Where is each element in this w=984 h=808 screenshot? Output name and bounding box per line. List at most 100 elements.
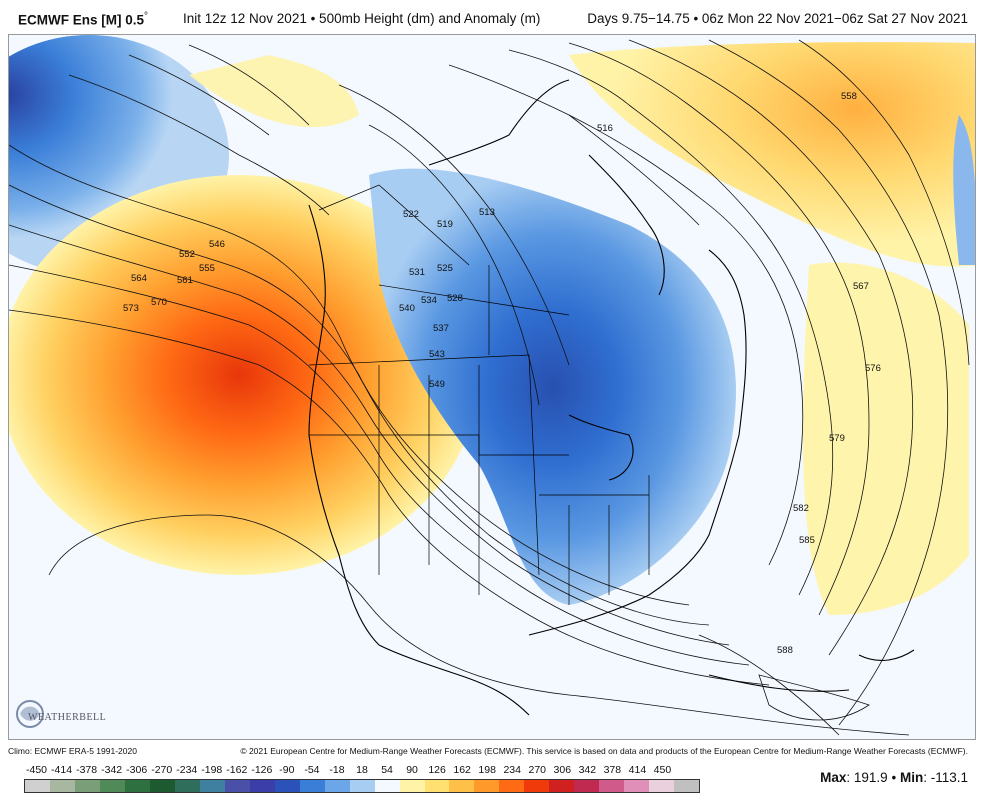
colorbar-cell bbox=[374, 780, 400, 792]
contour-label: 579 bbox=[829, 433, 845, 444]
model-title: ECMWF Ens [M] 0.5° bbox=[18, 11, 149, 28]
colorbar-cell bbox=[274, 780, 300, 792]
contour-label: 588 bbox=[777, 645, 793, 656]
colorbar-tick-label: -270 bbox=[151, 764, 173, 776]
colorbar-cell bbox=[649, 780, 675, 792]
colorbar-tick-label: 450 bbox=[653, 764, 672, 776]
anomaly-map: 546 552 555 561 564 570 573 522 519 513 … bbox=[8, 34, 976, 740]
positive-anomaly-northeast bbox=[569, 42, 975, 267]
colorbar-cell bbox=[674, 780, 700, 792]
colorbar-tick-label: 18 bbox=[356, 764, 368, 776]
contour-label: 564 bbox=[131, 273, 147, 284]
colorbar-tick-label: 90 bbox=[406, 764, 418, 776]
contour-label: 540 bbox=[399, 303, 415, 314]
colorbar-cell bbox=[449, 780, 475, 792]
contour-label: 528 bbox=[447, 293, 463, 304]
colorbar-tick-label: -306 bbox=[126, 764, 148, 776]
colorbar-cell bbox=[524, 780, 550, 792]
colorbar-cell bbox=[574, 780, 600, 792]
colorbar-cell bbox=[49, 780, 75, 792]
colorbar-cell bbox=[324, 780, 350, 792]
colorbar-tick-label: 54 bbox=[381, 764, 393, 776]
colorbar-tick-label: -90 bbox=[279, 764, 295, 776]
map-canvas: 546 552 555 561 564 570 573 522 519 513 … bbox=[9, 35, 975, 739]
negative-anomaly-central bbox=[369, 168, 736, 605]
colorbar-tick-label: 414 bbox=[628, 764, 647, 776]
colorbar-cell bbox=[474, 780, 500, 792]
contour-label: 516 bbox=[597, 123, 613, 134]
contour-label: 534 bbox=[421, 295, 437, 306]
colorbar-tick-label: -234 bbox=[176, 764, 198, 776]
colorbar-cell bbox=[299, 780, 325, 792]
colorbar-tick-label: 126 bbox=[428, 764, 446, 776]
contour-label: 537 bbox=[433, 323, 449, 334]
colorbar-cell bbox=[599, 780, 625, 792]
contour-label: 561 bbox=[177, 275, 193, 286]
contour-label: 573 bbox=[123, 303, 139, 314]
contour-label: 585 bbox=[799, 535, 815, 546]
colorbar-cell bbox=[424, 780, 450, 792]
colorbar-tick-label: -18 bbox=[329, 764, 345, 776]
colorbar-cell bbox=[74, 780, 100, 792]
contour-label: 555 bbox=[199, 263, 215, 274]
init-title: Init 12z 12 Nov 2021 • 500mb Height (dm)… bbox=[183, 11, 541, 26]
contour-label: 513 bbox=[479, 207, 495, 218]
contour-labels: 546 552 555 561 564 570 573 522 519 513 … bbox=[123, 91, 881, 656]
title-bar: ECMWF Ens [M] 0.5° Init 12z 12 Nov 2021 … bbox=[0, 0, 984, 34]
colorbar-cell bbox=[249, 780, 275, 792]
colorbar-tick-label: -342 bbox=[101, 764, 123, 776]
positive-anomaly-west-coast bbox=[9, 175, 479, 575]
copyright-note: © 2021 European Centre for Medium-Range … bbox=[240, 746, 968, 756]
contour-label: 552 bbox=[179, 249, 195, 260]
colorbar-tick-label: 342 bbox=[578, 764, 597, 776]
contour-label: 576 bbox=[865, 363, 881, 374]
colorbar-tick-label: 198 bbox=[478, 764, 496, 776]
max-min-readout: Max: 191.9 • Min: -113.1 bbox=[820, 770, 968, 785]
colorbar-cell bbox=[199, 780, 225, 792]
colorbar-cell bbox=[349, 780, 375, 792]
contour-label: 519 bbox=[437, 219, 453, 230]
colorbar-cell bbox=[174, 780, 200, 792]
contour-label: 582 bbox=[793, 503, 809, 514]
contour-label: 549 bbox=[429, 379, 445, 390]
contour-label: 531 bbox=[409, 267, 425, 278]
colorbar-cell bbox=[499, 780, 525, 792]
min-value: -113.1 bbox=[930, 770, 968, 785]
colorbar-cell bbox=[399, 780, 425, 792]
contour-label: 558 bbox=[841, 91, 857, 102]
max-label: Max bbox=[820, 770, 847, 785]
colorbar-tick-label: -126 bbox=[251, 764, 273, 776]
colorbar-tick-label: -54 bbox=[304, 764, 320, 776]
colorbar bbox=[24, 779, 700, 793]
separator: • bbox=[891, 770, 897, 785]
contour-label: 525 bbox=[437, 263, 453, 274]
contour-label: 567 bbox=[853, 281, 869, 292]
contour-label: 546 bbox=[209, 239, 225, 250]
colorbar-cell bbox=[25, 780, 50, 792]
positive-anomaly-north bbox=[189, 55, 359, 128]
weatherbell-logo-icon bbox=[16, 700, 44, 728]
height-contours bbox=[9, 39, 970, 736]
colorbar-tick-label: -378 bbox=[76, 764, 98, 776]
political-borders bbox=[308, 184, 650, 605]
colorbar-cell bbox=[149, 780, 175, 792]
colorbar-cell bbox=[224, 780, 250, 792]
negative-anomaly-east-edge bbox=[953, 115, 975, 265]
min-label: Min bbox=[899, 770, 924, 785]
colorbar-cell bbox=[99, 780, 125, 792]
colorbar-tick-label: -162 bbox=[226, 764, 248, 776]
colorbar-tick-label: -198 bbox=[201, 764, 223, 776]
colorbar-tick-label: 270 bbox=[528, 764, 547, 776]
colorbar-ticks: -450 -414 -378 -342 -306 -270 -234 -198 -162 -126… bbox=[10, 764, 710, 778]
logo-text: WEATHERBELL bbox=[28, 712, 107, 723]
max-value: 191.9 bbox=[853, 770, 888, 785]
colorbar-cell bbox=[624, 780, 650, 792]
colorbar-tick-label: 162 bbox=[453, 764, 471, 776]
contour-label: 570 bbox=[151, 297, 167, 308]
valid-period: Days 9.75−14.75 • 06z Mon 22 Nov 2021−06… bbox=[587, 11, 968, 26]
contour-label: 522 bbox=[403, 209, 419, 220]
colorbar-tick-label: 234 bbox=[503, 764, 521, 776]
colorbar-tick-label: -414 bbox=[51, 764, 73, 776]
colorbar-tick-label: 306 bbox=[553, 764, 572, 776]
colorbar-cell bbox=[124, 780, 150, 792]
